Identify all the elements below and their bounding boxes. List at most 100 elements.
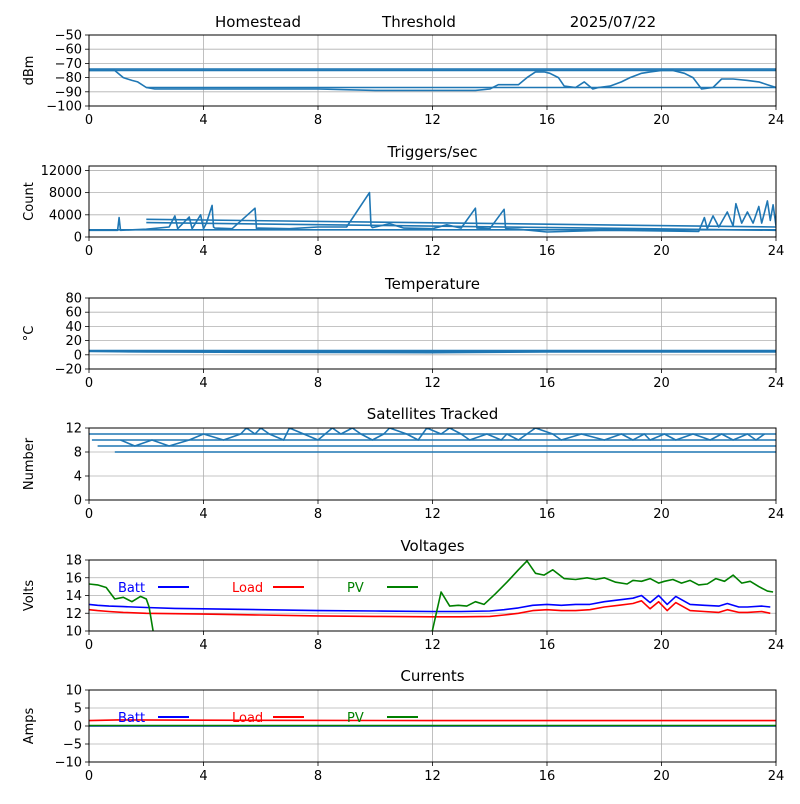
y-tick-label: −50 <box>55 29 82 44</box>
chart-title: Voltages <box>400 537 464 555</box>
plot-area <box>89 191 776 233</box>
x-tick-label: 8 <box>314 244 322 259</box>
y-tick-label: 10 <box>65 625 82 640</box>
y-tick-label: 0 <box>74 494 82 509</box>
y-tick-label: 4000 <box>49 208 82 223</box>
legend-label-load: Load <box>232 711 263 726</box>
y-tick-label: −80 <box>55 71 82 86</box>
x-tick-label: 8 <box>314 376 322 391</box>
chart-panel-4: 0 4 8 12 16 20 24 0 4 8 12 Satellites Tracked Number <box>22 405 784 522</box>
y-tick-label: −20 <box>55 363 82 378</box>
chart-panel-2: 0 4 8 12 16 20 24 0 4000 8000 12000 Triggers/sec Cou… <box>22 143 784 259</box>
x-tick-label: 12 <box>424 113 441 128</box>
x-tick-label: 24 <box>768 376 785 391</box>
series-line <box>120 428 766 447</box>
x-tick-label: 24 <box>768 244 785 259</box>
x-tick-label: 8 <box>314 769 322 784</box>
x-tick-label: 12 <box>424 376 441 391</box>
chart-panel-1: 0 4 8 12 16 20 24 −100−90−80−70−60−50 dBm <box>22 29 784 129</box>
x-tick-label: 20 <box>653 376 670 391</box>
y-tick-label: −70 <box>55 57 82 72</box>
y-tick-label: 18 <box>65 554 82 569</box>
plot-area <box>89 719 776 727</box>
x-tick-label: 0 <box>85 244 93 259</box>
plot-area <box>89 560 774 631</box>
chart-title: Satellites Tracked <box>367 405 498 423</box>
x-tick-label: 20 <box>653 113 670 128</box>
chart-panel-6: 0 4 8 12 16 20 24 −10 −5 0 5 10 Currents Amps Batt Load… <box>22 667 784 784</box>
y-tick-label: 40 <box>65 320 82 335</box>
x-tick-label: 16 <box>539 113 556 128</box>
x-tick-label: 16 <box>539 244 556 259</box>
x-tick-label: 16 <box>539 376 556 391</box>
y-tick-label: 60 <box>65 306 82 321</box>
y-tick-label: 8 <box>74 446 82 461</box>
x-tick-label: 0 <box>85 638 93 653</box>
legend-label-pv: PV <box>347 581 364 596</box>
x-tick-label: 4 <box>199 113 207 128</box>
series-line <box>146 218 776 228</box>
x-tick-label: 8 <box>314 638 322 653</box>
y-axis-label: °C <box>22 326 37 342</box>
x-tick-label: 12 <box>424 638 441 653</box>
x-tick-label: 0 <box>85 507 93 522</box>
x-tick-label: 12 <box>424 244 441 259</box>
x-tick-label: 16 <box>539 638 556 653</box>
x-tick-label: 0 <box>85 769 93 784</box>
x-tick-label: 12 <box>424 507 441 522</box>
y-tick-label: 5 <box>74 702 82 717</box>
x-tick-label: 20 <box>653 638 670 653</box>
x-tick-label: 20 <box>653 507 670 522</box>
x-tick-label: 24 <box>768 113 785 128</box>
y-tick-label: 0 <box>74 348 82 363</box>
y-tick-label: −5 <box>63 738 82 753</box>
x-tick-label: 20 <box>653 244 670 259</box>
plot-area <box>89 349 776 354</box>
x-tick-label: 4 <box>199 244 207 259</box>
y-tick-label: −100 <box>46 100 82 115</box>
x-tick-label: 0 <box>85 376 93 391</box>
series-line-pv <box>89 560 774 631</box>
y-tick-label: 0 <box>74 720 82 735</box>
x-tick-label: 8 <box>314 113 322 128</box>
series-line <box>89 350 776 354</box>
series-line-load <box>89 719 776 722</box>
x-tick-label: 20 <box>653 769 670 784</box>
chart-title: Triggers/sec <box>387 143 478 161</box>
y-axis-label: dBm <box>22 56 37 86</box>
x-tick-label: 16 <box>539 769 556 784</box>
y-tick-label: 12000 <box>41 164 82 179</box>
header-station: Homestead <box>215 13 301 31</box>
legend-label-batt: Batt <box>118 581 145 596</box>
x-tick-label: 0 <box>85 113 93 128</box>
legend-label-load: Load <box>232 581 263 596</box>
y-tick-label: 0 <box>74 231 82 246</box>
y-tick-label: −90 <box>55 85 82 100</box>
y-tick-label: 8000 <box>49 186 82 201</box>
y-tick-label: −60 <box>55 43 82 58</box>
x-tick-label: 4 <box>199 507 207 522</box>
y-tick-label: 20 <box>65 334 82 349</box>
y-axis-label: Amps <box>22 707 37 744</box>
series-line-load <box>89 599 771 618</box>
legend-label-pv: PV <box>347 711 364 726</box>
y-axis-label: Number <box>22 437 37 490</box>
x-tick-label: 4 <box>199 769 207 784</box>
x-tick-label: 4 <box>199 638 207 653</box>
y-axis-label: Volts <box>22 580 37 612</box>
y-axis-label: Count <box>22 182 37 221</box>
x-tick-label: 24 <box>768 769 785 784</box>
chart-title: Currents <box>400 667 464 685</box>
y-tick-label: −10 <box>55 756 82 771</box>
plot-area <box>89 68 776 92</box>
x-tick-label: 16 <box>539 507 556 522</box>
series-line-batt <box>89 594 771 613</box>
x-tick-label: 4 <box>199 376 207 391</box>
x-tick-label: 8 <box>314 507 322 522</box>
legend-label-batt: Batt <box>118 711 145 726</box>
series-line <box>89 69 776 92</box>
x-tick-label: 12 <box>424 769 441 784</box>
